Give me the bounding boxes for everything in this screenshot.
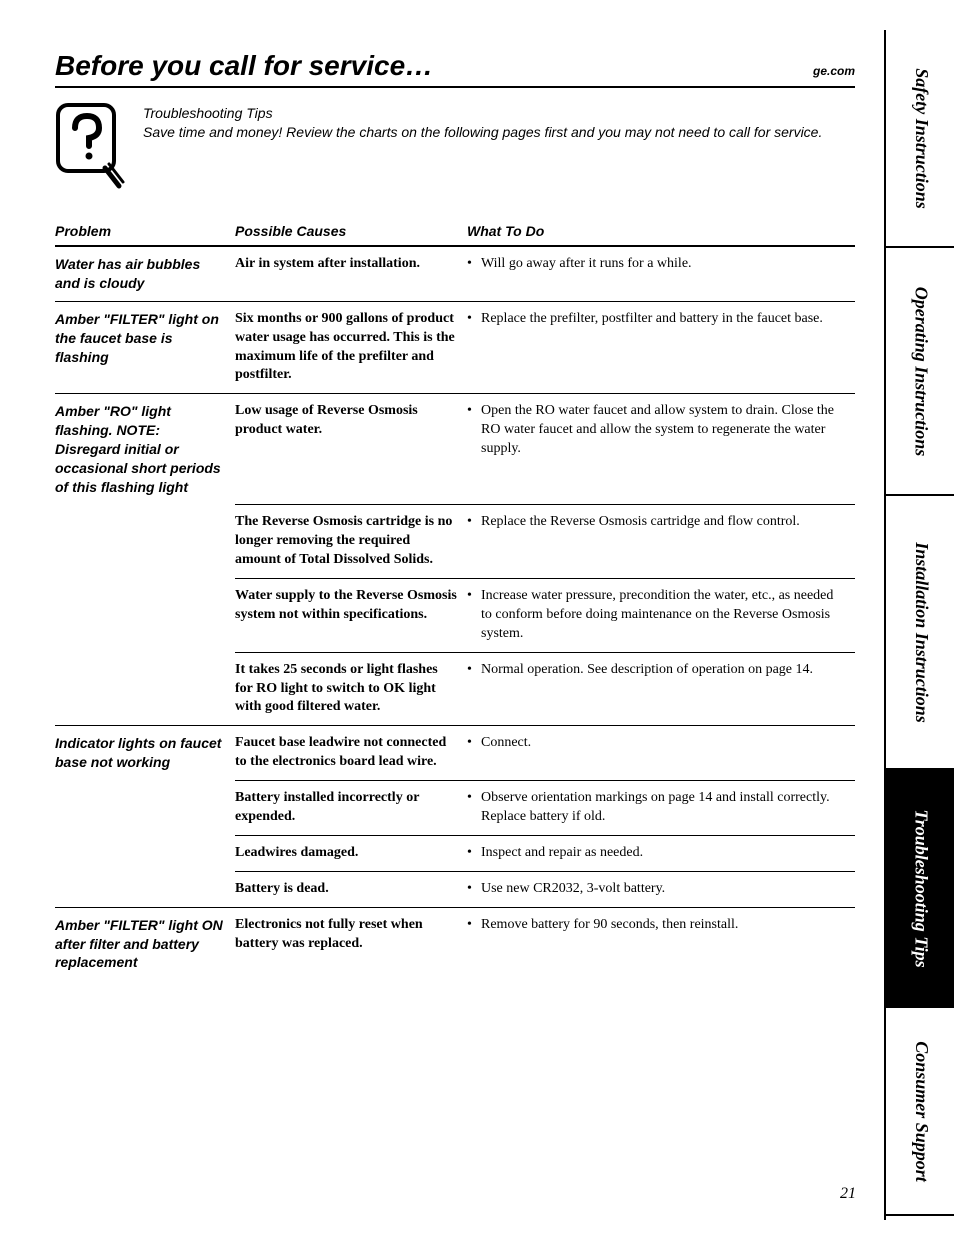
what-cell: •Replace the prefilter, postfilter and b… — [467, 301, 855, 394]
what-cell: •Open the RO water faucet and allow syst… — [467, 394, 855, 505]
tab-operating-instructions[interactable]: Operating Instructions — [886, 246, 954, 496]
question-icon — [55, 102, 125, 195]
problem-cell — [55, 781, 235, 836]
cause-cell: Battery installed incorrectly or expende… — [235, 781, 467, 836]
cause-cell: Electronics not fully reset when battery… — [235, 907, 467, 980]
tab-consumer-support[interactable]: Consumer Support — [886, 1006, 954, 1216]
problem-cell — [55, 652, 235, 726]
page-header: Before you call for service… ge.com — [55, 50, 855, 88]
what-cell: •Use new CR2032, 3-volt battery. — [467, 871, 855, 907]
tab-troubleshooting-tips[interactable]: Troubleshooting Tips — [886, 768, 954, 1008]
what-cell: •Increase water pressure, precondition t… — [467, 578, 855, 652]
cause-cell: Six months or 900 gallons of product wat… — [235, 301, 467, 394]
tab-label: Consumer Support — [911, 1041, 932, 1182]
intro-body: Save time and money! Review the charts o… — [143, 124, 822, 140]
tab-label: Installation Instructions — [911, 542, 932, 723]
intro-heading: Troubleshooting Tips — [143, 104, 822, 123]
problem-cell: Amber "RO" light flashing. NOTE: Disrega… — [55, 394, 235, 505]
cause-cell: Faucet base leadwire not connected to th… — [235, 726, 467, 781]
problem-cell — [55, 505, 235, 579]
page-title: Before you call for service… — [55, 50, 433, 82]
what-cell: •Observe orientation markings on page 14… — [467, 781, 855, 836]
what-cell: •Will go away after it runs for a while. — [467, 246, 855, 301]
col-causes: Possible Causes — [235, 223, 467, 246]
cause-cell: Battery is dead. — [235, 871, 467, 907]
what-cell: •Normal operation. See description of op… — [467, 652, 855, 726]
problem-cell: Water has air bubbles and is cloudy — [55, 246, 235, 301]
problem-cell — [55, 578, 235, 652]
cause-cell: Low usage of Reverse Osmosis product wat… — [235, 394, 467, 505]
problem-cell: Indicator lights on faucet base not work… — [55, 726, 235, 781]
tab-label: Operating Instructions — [911, 286, 932, 456]
troubleshooting-table: Problem Possible Causes What To Do Water… — [55, 223, 855, 980]
problem-cell: Amber "FILTER" light on the faucet base … — [55, 301, 235, 394]
tab-installation-instructions[interactable]: Installation Instructions — [886, 494, 954, 770]
cause-cell: Leadwires damaged. — [235, 835, 467, 871]
problem-cell: Amber "FILTER" light ON after filter and… — [55, 907, 235, 980]
what-cell: •Connect. — [467, 726, 855, 781]
intro-block: Troubleshooting Tips Save time and money… — [55, 102, 870, 195]
side-tabs: Safety Instructions Operating Instruction… — [884, 30, 954, 1220]
tab-label: Safety Instructions — [911, 68, 932, 209]
page-number: 21 — [840, 1185, 856, 1203]
cause-cell: Water supply to the Reverse Osmosis syst… — [235, 578, 467, 652]
tab-safety-instructions[interactable]: Safety Instructions — [886, 30, 954, 248]
col-what: What To Do — [467, 223, 855, 246]
what-cell: •Replace the Reverse Osmosis cartridge a… — [467, 505, 855, 579]
what-cell: •Inspect and repair as needed. — [467, 835, 855, 871]
cause-cell: It takes 25 seconds or light flashes for… — [235, 652, 467, 726]
intro-text: Troubleshooting Tips Save time and money… — [143, 102, 822, 195]
what-cell: •Remove battery for 90 seconds, then rei… — [467, 907, 855, 980]
site-url: ge.com — [813, 64, 855, 78]
cause-cell: Air in system after installation. — [235, 246, 467, 301]
problem-cell — [55, 871, 235, 907]
col-problem: Problem — [55, 223, 235, 246]
cause-cell: The Reverse Osmosis cartridge is no long… — [235, 505, 467, 579]
problem-cell — [55, 835, 235, 871]
tab-label: Troubleshooting Tips — [911, 809, 932, 967]
